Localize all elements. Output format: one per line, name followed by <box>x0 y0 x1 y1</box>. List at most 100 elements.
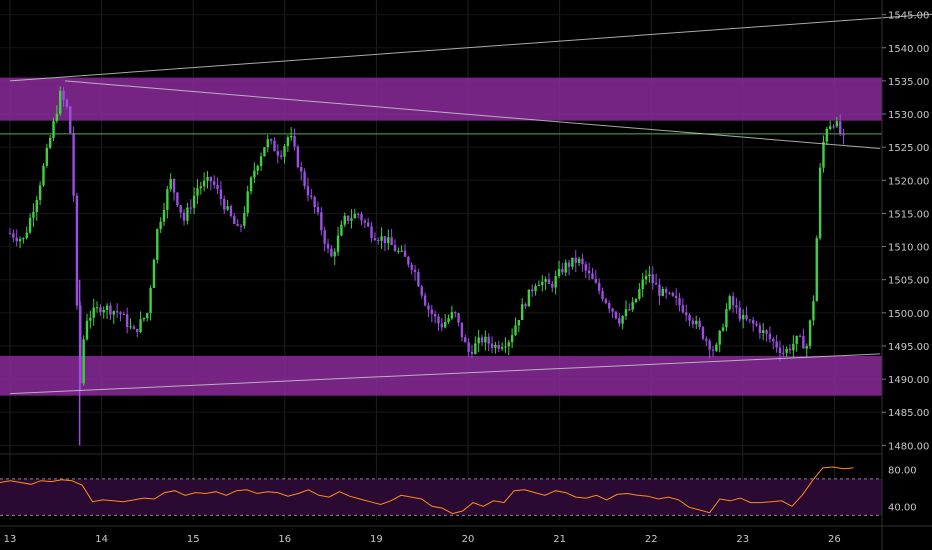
candle-down <box>430 309 434 314</box>
candle-down <box>377 240 380 242</box>
candle-up <box>400 250 403 252</box>
indicator-tick-label: 80.00 <box>888 466 917 477</box>
candle-down <box>487 336 490 344</box>
candle-down <box>403 250 407 257</box>
date-tick-label: 26 <box>828 534 841 545</box>
price-tick-label: 1525.00 <box>888 143 929 154</box>
price-tick-label: 1540.00 <box>888 44 929 55</box>
date-tick-label: 23 <box>736 534 749 545</box>
candle-down <box>427 305 430 310</box>
candle-down <box>219 189 223 199</box>
candle-down <box>122 313 126 315</box>
candle-up <box>129 326 132 328</box>
candle-up <box>206 177 209 181</box>
candle-down <box>748 319 752 321</box>
candle-down <box>691 320 695 325</box>
candle-down <box>279 155 283 157</box>
candle-down <box>524 304 527 307</box>
candle-down <box>15 237 18 242</box>
candle-up <box>256 166 259 171</box>
candle-up <box>450 312 454 319</box>
candle-up <box>641 279 644 290</box>
candle-down <box>601 290 604 300</box>
candle-up <box>243 212 246 226</box>
price-tick-label: 1500.00 <box>888 309 929 320</box>
candle-down <box>373 238 377 241</box>
candle-down <box>772 338 775 342</box>
candle-up <box>333 251 336 257</box>
candle-up <box>725 309 728 328</box>
candle-up <box>527 289 531 307</box>
candle-up <box>721 327 725 331</box>
candle-up <box>504 346 507 348</box>
candle-down <box>574 257 577 263</box>
candle-down <box>296 146 300 168</box>
candle-down <box>454 312 457 314</box>
candle-down <box>69 106 72 133</box>
candle-down <box>423 295 427 306</box>
candle-down <box>591 273 594 279</box>
candle-down <box>778 347 782 353</box>
candle-up <box>340 224 343 236</box>
indicator-band-fill <box>0 478 882 516</box>
candle-down <box>433 313 437 317</box>
candle-up <box>18 239 22 242</box>
price-tick-label: 1480.00 <box>888 441 929 452</box>
candle-up <box>343 215 346 225</box>
candle-down <box>654 283 658 285</box>
candle-up <box>520 304 524 321</box>
candle-down <box>366 222 370 227</box>
candle-up <box>762 330 765 334</box>
candle-up <box>92 307 95 318</box>
candle-down <box>561 268 564 273</box>
candle-down <box>99 307 102 313</box>
candle-down <box>782 352 785 354</box>
price-tick-label: 1535.00 <box>888 77 929 88</box>
candle-down <box>109 305 112 315</box>
candle-down <box>758 325 762 334</box>
candle-up <box>22 238 25 240</box>
candle-down <box>755 323 758 326</box>
date-tick-label: 15 <box>187 534 200 545</box>
candle-up <box>494 344 497 348</box>
candle-up <box>42 165 45 186</box>
candle-down <box>390 237 393 246</box>
candle-down <box>705 338 708 341</box>
candle-down <box>269 139 273 141</box>
date-tick-label: 20 <box>462 534 475 545</box>
candle-up <box>196 188 199 196</box>
candle-up <box>621 315 624 324</box>
candle-up <box>695 320 698 325</box>
candle-down <box>457 313 460 323</box>
candle-down <box>768 333 772 339</box>
candle-up <box>741 315 745 320</box>
candle-down <box>751 320 755 324</box>
candle-down <box>698 320 701 328</box>
candle-down <box>313 196 316 208</box>
candle-up <box>644 275 648 280</box>
candle-up <box>286 137 290 147</box>
candle-up <box>253 170 256 178</box>
candle-down <box>547 279 551 284</box>
candle-up <box>631 302 634 310</box>
candle-up <box>638 289 641 299</box>
candle-down <box>323 230 326 244</box>
candle-down <box>842 133 845 136</box>
candle-down <box>788 348 792 351</box>
resistance-zone <box>0 77 882 121</box>
candle-down <box>674 295 678 298</box>
price-tick-label: 1485.00 <box>888 408 929 419</box>
candle-down <box>407 256 410 265</box>
candle-up <box>290 135 293 138</box>
candle-up <box>477 337 480 344</box>
candle-up <box>564 262 567 273</box>
candle-down <box>604 299 608 304</box>
candle-up <box>199 186 203 189</box>
candle-down <box>437 316 440 324</box>
candle-up <box>102 310 105 313</box>
candle-down <box>745 315 748 320</box>
candle-down <box>467 342 470 353</box>
candle-up <box>397 250 400 252</box>
date-tick-label: 16 <box>278 534 291 545</box>
candle-down <box>708 340 711 350</box>
